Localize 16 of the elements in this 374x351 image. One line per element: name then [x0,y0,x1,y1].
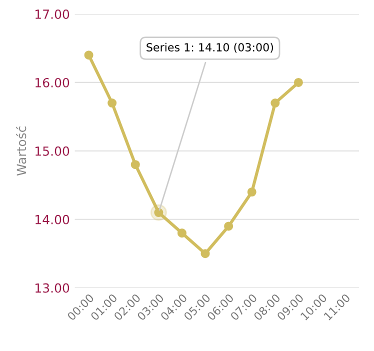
point [200,249,210,258]
y-tick-label: 15.00 [36,146,70,156]
point [177,228,186,238]
point [247,187,256,197]
point [84,50,94,60]
y-tick-label: 16.00 [36,78,70,88]
annotation: Series 1: 14.10 (03:00) [146,42,274,53]
point [108,98,117,108]
point [224,222,234,231]
point [270,98,280,108]
y-axis-title: Wartość [16,126,26,176]
y-tick-label: 14.00 [36,214,70,224]
point [130,160,140,170]
y-tick-label: 13.00 [36,283,70,293]
y-tick-label: 17.00 [36,10,70,19]
point [294,78,303,87]
